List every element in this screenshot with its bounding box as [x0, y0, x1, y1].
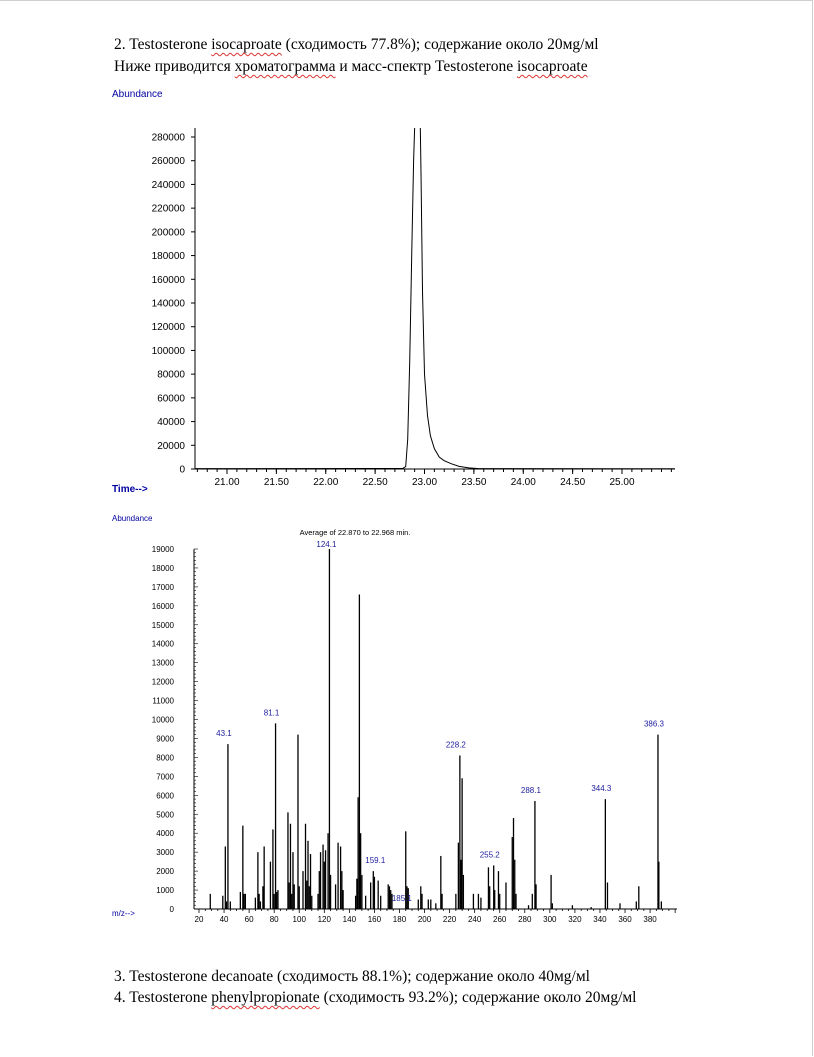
y-tick-label: 7000 — [156, 772, 174, 781]
y-tick-label: 180000 — [152, 251, 186, 262]
x-tick-label: 25.00 — [609, 477, 634, 488]
spellcheck-word: isocaproate — [211, 36, 282, 53]
x-tick-label: 300 — [543, 915, 557, 924]
chromatogram-xlabel: Time--> — [112, 484, 148, 495]
y-tick-label: 80000 — [157, 370, 185, 381]
x-tick-label: 340 — [593, 915, 607, 924]
x-tick-label: 21.50 — [264, 477, 289, 488]
y-tick-label: 3000 — [156, 848, 174, 857]
y-tick-label: 18000 — [152, 564, 175, 573]
text-span: 4. Testosterone — [114, 989, 212, 1006]
x-tick-label: 140 — [343, 915, 357, 924]
chromatogram-ylabel: Abundance — [112, 89, 163, 100]
x-tick-label: 200 — [418, 915, 432, 924]
x-tick-label: 260 — [493, 915, 507, 924]
peak-label: 255.2 — [480, 850, 501, 859]
y-tick-label: 14000 — [152, 640, 175, 649]
x-tick-label: 160 — [368, 915, 382, 924]
peak-label: 124.1 — [316, 540, 337, 549]
x-tick-label: 20 — [195, 915, 204, 924]
x-tick-label: 380 — [643, 915, 657, 924]
y-tick-label: 220000 — [152, 204, 186, 215]
y-tick-label: 13000 — [152, 659, 175, 668]
y-tick-label: 20000 — [157, 441, 185, 452]
y-tick-label: 12000 — [152, 678, 175, 687]
peak-label: 288.1 — [521, 786, 542, 795]
text-line-2: Ниже приводится хроматограмма и масс-спе… — [114, 58, 588, 76]
x-tick-label: 40 — [220, 915, 229, 924]
x-tick-label: 280 — [518, 915, 532, 924]
text-span: Ниже приводится — [114, 58, 235, 75]
x-tick-label: 100 — [293, 915, 307, 924]
text-span: (сходимость 77.8%); содержание около 20м… — [281, 36, 599, 53]
text-line-3: 3. Testosterone decanoate (сходимость 88… — [114, 968, 590, 985]
peak-label: 81.1 — [264, 708, 280, 717]
spellcheck-word: хроматограмма — [234, 58, 336, 75]
y-tick-label: 160000 — [152, 275, 186, 286]
y-tick-label: 19000 — [152, 545, 175, 554]
spellcheck-word: phenylpropionate — [211, 989, 320, 1006]
y-tick-label: 240000 — [152, 180, 186, 191]
peak-label: 43.1 — [216, 729, 232, 738]
y-tick-label: 11000 — [152, 697, 174, 706]
chromatogram-trace — [195, 128, 675, 469]
x-tick-label: 23.00 — [412, 477, 437, 488]
peak-label: 344.3 — [591, 784, 612, 793]
y-tick-label: 200000 — [152, 227, 186, 238]
y-tick-label: 280000 — [152, 133, 186, 144]
y-tick-label: 0 — [170, 905, 175, 914]
y-tick-label: 4000 — [156, 829, 174, 838]
x-tick-label: 80 — [270, 915, 279, 924]
peak-label: 228.2 — [446, 741, 467, 750]
y-tick-label: 8000 — [156, 753, 174, 762]
peak-label: 386.3 — [644, 720, 665, 729]
x-tick-label: 24.50 — [560, 477, 585, 488]
spectrum-xlabel: m/z--> — [112, 909, 135, 918]
peak-label: 185.1 — [392, 894, 413, 903]
y-tick-label: 16000 — [152, 602, 175, 611]
text-span: (сходимость 93.2%); содержание около 20м… — [319, 989, 637, 1006]
x-tick-label: 180 — [393, 915, 407, 924]
y-tick-label: 15000 — [152, 621, 175, 630]
x-tick-label: 23.50 — [461, 477, 486, 488]
x-tick-label: 240 — [468, 915, 482, 924]
y-tick-label: 0 — [179, 465, 185, 476]
text-line-1: 2. Testosterone isocaproate (сходимость … — [114, 36, 599, 54]
x-tick-label: 220 — [443, 915, 457, 924]
y-tick-label: 140000 — [152, 299, 186, 310]
y-tick-label: 2000 — [156, 867, 174, 876]
y-tick-label: 40000 — [157, 417, 185, 428]
y-tick-label: 120000 — [152, 322, 186, 333]
y-tick-label: 10000 — [152, 716, 175, 725]
text-span: и масс-спектр Testosterone — [335, 58, 517, 75]
y-tick-label: 9000 — [156, 734, 174, 743]
x-tick-label: 60 — [245, 915, 254, 924]
y-tick-label: 1000 — [156, 886, 174, 895]
spellcheck-word: isocaproate — [517, 58, 588, 75]
y-tick-label: 260000 — [152, 156, 186, 167]
y-tick-label: 17000 — [152, 583, 175, 592]
x-tick-label: 120 — [318, 915, 332, 924]
x-tick-label: 24.00 — [511, 477, 536, 488]
x-tick-label: 360 — [618, 915, 632, 924]
x-tick-label: 21.00 — [214, 477, 239, 488]
spectrum-ylabel: Abundance — [112, 514, 153, 523]
y-tick-label: 6000 — [156, 791, 174, 800]
x-tick-label: 22.50 — [363, 477, 388, 488]
y-tick-label: 5000 — [156, 810, 174, 819]
text-line-4: 4. Testosterone phenylpropionate (сходим… — [114, 989, 637, 1007]
x-tick-label: 22.00 — [313, 477, 338, 488]
x-tick-label: 320 — [568, 915, 582, 924]
y-tick-label: 100000 — [152, 346, 186, 357]
peak-label: 159.1 — [365, 856, 386, 865]
spectrum-title: Average of 22.870 to 22.968 min. — [300, 528, 411, 537]
text-span: 2. Testosterone — [114, 36, 212, 53]
y-tick-label: 60000 — [157, 393, 185, 404]
